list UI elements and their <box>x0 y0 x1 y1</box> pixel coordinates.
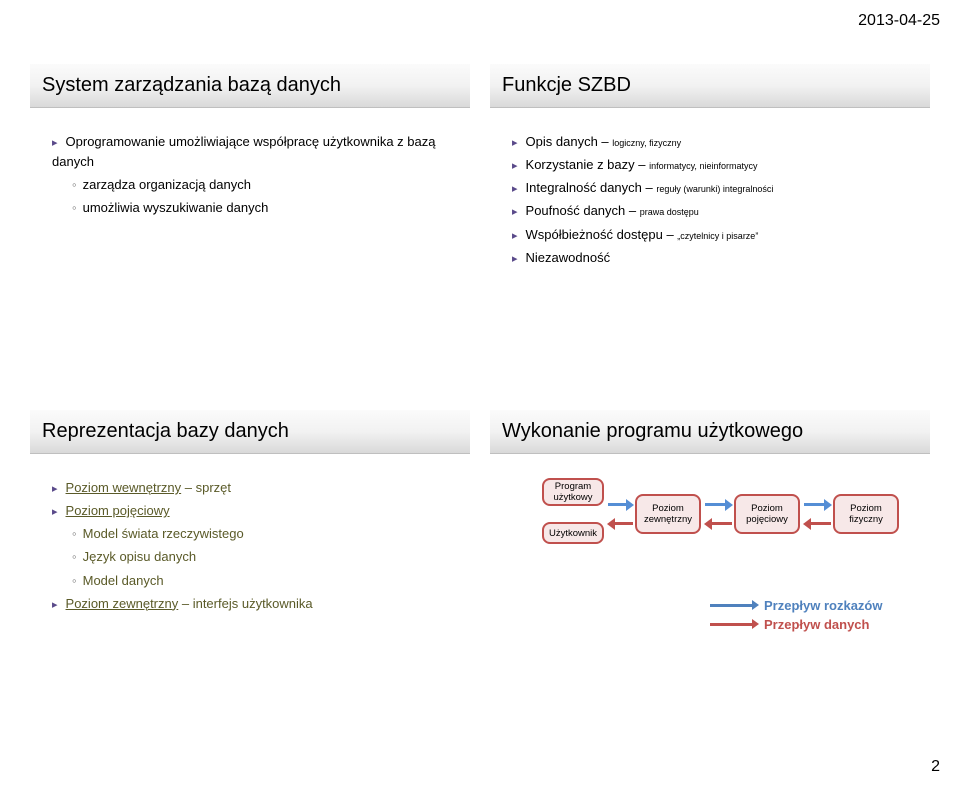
flow-legend: Przepływ rozkazów .leg-item:nth-child(1)… <box>710 598 960 632</box>
slide-title: Reprezentacja bazy danych <box>42 420 289 443</box>
list-item: Poziom zewnętrzny – interfejs użytkownik… <box>52 594 452 614</box>
slide-title: Funkcje SZBD <box>502 74 631 97</box>
list-item: Niezawodność <box>512 248 912 268</box>
arrow-data <box>710 522 732 525</box>
list-item: Oprogramowanie umożliwiające współpracę … <box>52 132 452 172</box>
list-item: Integralność danych – reguły (warunki) i… <box>512 178 912 198</box>
list-item: Opis danych – logiczny, fizyczny <box>512 132 912 152</box>
arrow-cmd <box>608 503 628 506</box>
list-item: umożliwia wyszukiwanie danych <box>72 198 452 218</box>
flowchart: Program użytkowy Użytkownik Poziom zewnę… <box>490 478 930 578</box>
arrow-data <box>613 522 633 525</box>
title-band: System zarządzania bazą danych <box>30 64 470 108</box>
arrow-data <box>809 522 831 525</box>
title-band: Wykonanie programu użytkowego <box>490 410 930 454</box>
legend-item-cmd: Przepływ rozkazów <box>710 598 960 613</box>
flow-node-conceptual: Poziom pojęciowy <box>734 494 800 534</box>
slide-funkcje: Funkcje SZBD Opis danych – logiczny, fiz… <box>490 64 930 384</box>
title-band: Reprezentacja bazy danych <box>30 410 470 454</box>
flow-node-external: Poziom zewnętrzny <box>635 494 701 534</box>
arrow-cmd <box>705 503 727 506</box>
slide-content: Oprogramowanie umożliwiające współpracę … <box>30 132 470 219</box>
list-item: Współbieżność dostępu – „czytelnicy i pi… <box>512 225 912 245</box>
legend-line-icon <box>710 604 754 607</box>
document-date: 2013-04-25 <box>858 12 940 30</box>
slide-title: Wykonanie programu użytkowego <box>502 420 803 443</box>
flow-node-program: Program użytkowy <box>542 478 604 506</box>
slide-wykonanie: Wykonanie programu użytkowego Program uż… <box>490 410 930 730</box>
legend-item-data: Przepływ danych <box>710 617 960 632</box>
legend-line-icon <box>710 623 754 626</box>
arrow-cmd <box>804 503 826 506</box>
list-item: Korzystanie z bazy – informatycy, nieinf… <box>512 155 912 175</box>
flow-node-physical: Poziom fizyczny <box>833 494 899 534</box>
slide-content: Opis danych – logiczny, fizyczny Korzyst… <box>490 132 930 268</box>
list-item: zarządza organizacją danych <box>72 175 452 195</box>
list-item: Język opisu danych <box>72 547 452 567</box>
slide-title: System zarządzania bazą danych <box>42 74 341 97</box>
list-item: Model świata rzeczywistego <box>72 524 452 544</box>
slide-reprezentacja: Reprezentacja bazy danych Poziom wewnętr… <box>30 410 470 730</box>
flow-node-user: Użytkownik <box>542 522 604 544</box>
list-item: Poziom pojęciowy <box>52 501 452 521</box>
list-item: Model danych <box>72 571 452 591</box>
slide-content: Poziom wewnętrzny – sprzęt Poziom pojęci… <box>30 478 470 614</box>
slide-system: System zarządzania bazą danych Oprogramo… <box>30 64 470 384</box>
list-item: Poziom wewnętrzny – sprzęt <box>52 478 452 498</box>
page-number: 2 <box>931 758 940 776</box>
list-item: Poufność danych – prawa dostępu <box>512 201 912 221</box>
title-band: Funkcje SZBD <box>490 64 930 108</box>
